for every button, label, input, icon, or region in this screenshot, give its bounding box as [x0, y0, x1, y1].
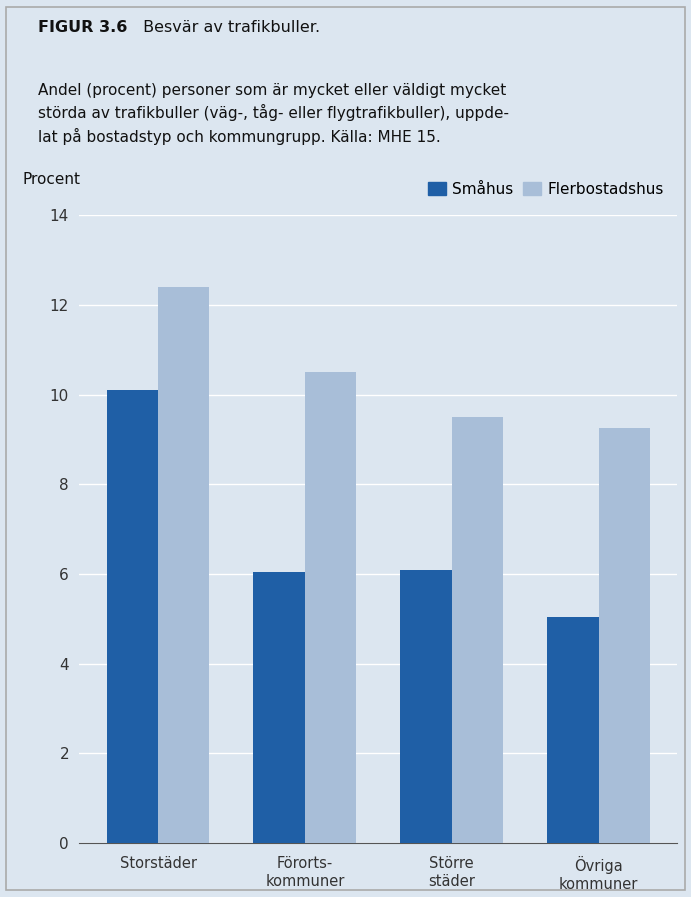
Bar	[452, 417, 503, 843]
Bar	[158, 287, 209, 843]
Legend: Småhus, Flerbostadshus: Småhus, Flerbostadshus	[422, 176, 670, 203]
Bar	[400, 570, 452, 843]
Text: Procent: Procent	[23, 172, 81, 187]
Text: FIGUR 3.6: FIGUR 3.6	[38, 20, 127, 35]
Bar	[254, 572, 305, 843]
Text: Andel (procent) personer som är mycket eller väldigt mycket
störda av trafikbull: Andel (procent) personer som är mycket e…	[38, 83, 509, 144]
Text: Besvär av trafikbuller.: Besvär av trafikbuller.	[138, 20, 321, 35]
Bar	[106, 390, 158, 843]
Bar	[598, 429, 650, 843]
Bar	[305, 372, 357, 843]
Bar	[547, 617, 598, 843]
